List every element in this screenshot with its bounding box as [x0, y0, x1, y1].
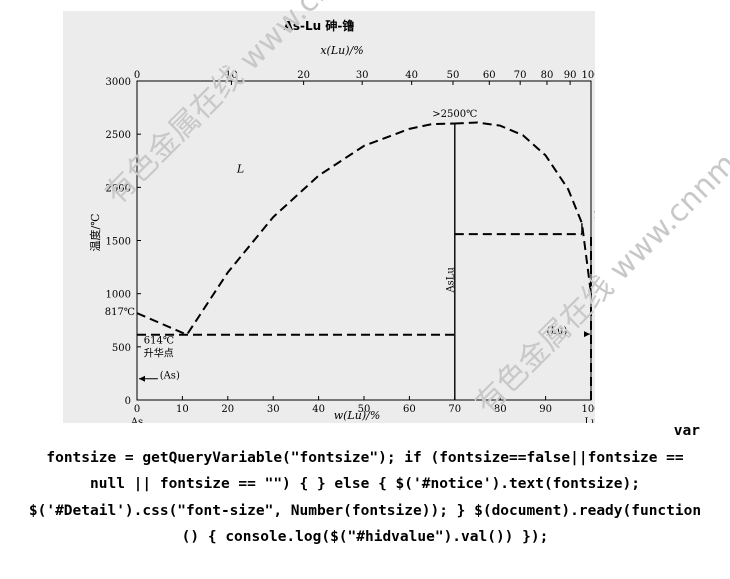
top-tick-label: 60 — [483, 70, 496, 81]
aslu-melting-label: >2500℃ — [432, 109, 477, 120]
top-tick-label: 50 — [447, 70, 460, 81]
code-line-0: var — [673, 423, 700, 439]
code-line-3: $('#Detail').css("font-size", Number(fon… — [28, 502, 702, 519]
liquid-region-label: L — [236, 162, 244, 175]
bottom-tick-label: 30 — [267, 404, 280, 415]
left-end-label: As — [130, 417, 143, 423]
top-tick-label: 30 — [356, 70, 369, 81]
bottom-tick-label: 90 — [539, 404, 552, 415]
sublimation-point-label: 升华点 — [144, 346, 174, 359]
compound-label: AsLu — [445, 267, 456, 294]
y-tick-label: 2500 — [106, 130, 131, 141]
phase-diagram-svg: As-Lu 砷-镥 x(Lu)/% w(Lu)/% 温度/℃ 0 10 20 30 40 50 60… — [88, 18, 595, 423]
top-tick-label: 70 — [514, 70, 527, 81]
code-line-4: () { console.log($("#hidvalue").val()) }… — [181, 529, 549, 545]
y-tick-label: 2000 — [106, 183, 131, 194]
bottom-tick-label: 20 — [221, 404, 234, 415]
bottom-tick-label: 70 — [448, 404, 461, 415]
y-tick-label: 0 — [125, 396, 131, 407]
as-arrow-head — [139, 375, 145, 382]
lu-arrow-head — [584, 331, 590, 338]
top-tick-label: 80 — [541, 70, 554, 81]
plot-frame — [136, 80, 592, 401]
phase-diagram-figure: As-Lu 砷-镥 x(Lu)/% w(Lu)/% 温度/℃ 0 10 20 30 40 50 60… — [63, 0, 730, 423]
y-tick-label: 1500 — [106, 237, 131, 248]
top-axis-label: x(Lu)/% — [320, 44, 363, 57]
y-tick-label: 1000 — [106, 290, 131, 301]
bottom-tick-label: 100 — [581, 404, 595, 415]
sublimation-temp-label: 614℃ — [144, 336, 174, 347]
top-tick-label: 90 — [564, 70, 577, 81]
phase-boundary-1 — [454, 121, 592, 294]
chart-title: As-Lu 砷-镥 — [284, 18, 355, 33]
phase-boundary-0 — [136, 122, 455, 336]
y-tick-label: 3000 — [106, 77, 131, 88]
bottom-tick-label: 60 — [403, 404, 416, 415]
bottom-tick-label: 40 — [312, 404, 325, 415]
right-end-label: Lu — [584, 417, 595, 423]
y-tick-label: 500 — [112, 343, 131, 354]
bottom-tick-label: 10 — [176, 404, 189, 415]
as-triple-point-label: 817℃ — [105, 307, 135, 318]
as-phase-label: (As) — [160, 371, 180, 382]
code-line-1: fontsize = getQueryVariable("fontsize");… — [46, 449, 684, 466]
top-tick-label: 40 — [405, 70, 418, 81]
top-tick-label: 0 — [134, 70, 140, 81]
lu-melting-label: 1663℃ — [593, 210, 595, 221]
y-axis-label: 温度/℃ — [88, 213, 102, 251]
code-line-2: null || fontsize == "") { } else { $('#n… — [90, 476, 640, 492]
bottom-tick-label: 80 — [494, 404, 507, 415]
bottom-axis-label: w(Lu)/% — [334, 409, 381, 422]
bottom-tick-label: 0 — [134, 404, 140, 415]
top-tick-label: 20 — [297, 70, 310, 81]
top-tick-label: 10 — [225, 70, 238, 81]
code-block: fontsize = getQueryVariable("fontsize");… — [0, 418, 730, 551]
top-tick-label: 100 — [581, 70, 595, 81]
lu-phase-label: (Lu) — [547, 326, 568, 337]
bottom-tick-label: 50 — [358, 404, 371, 415]
